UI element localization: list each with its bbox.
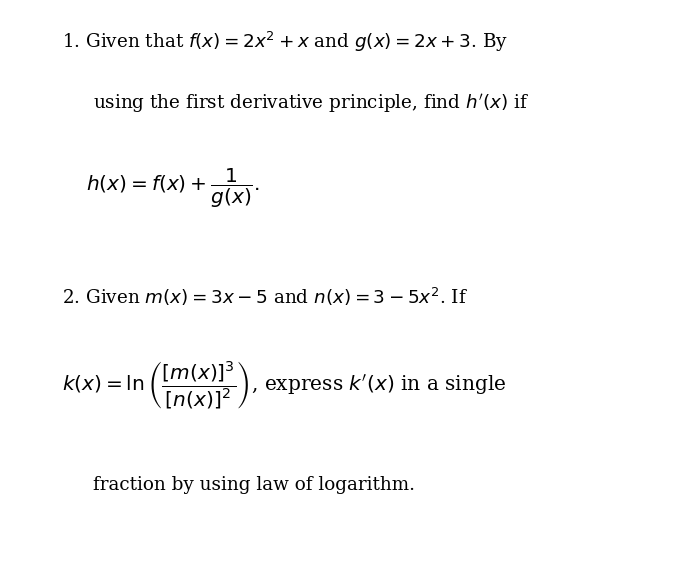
- Text: 2. Given $m(x)=3x-5$ and $n(x)=3-5x^2$. If: 2. Given $m(x)=3x-5$ and $n(x)=3-5x^2$. …: [62, 286, 468, 309]
- Text: 1. Given that $f(x)=2x^2+x$ and $g(x)=2x+3$. By: 1. Given that $f(x)=2x^2+x$ and $g(x)=2x…: [62, 30, 509, 54]
- Text: using the first derivative principle, find $h'(x)$ if: using the first derivative principle, fi…: [93, 93, 529, 115]
- Text: $k(x) = \ln\left(\dfrac{\left[m(x)\right]^3}{\left[n(x)\right]^2}\right)$, expre: $k(x) = \ln\left(\dfrac{\left[m(x)\right…: [62, 359, 507, 410]
- Text: fraction by using law of logarithm.: fraction by using law of logarithm.: [93, 476, 415, 494]
- Text: $h(x) = f(x)+\dfrac{1}{g(x)}.$: $h(x) = f(x)+\dfrac{1}{g(x)}.$: [86, 166, 260, 210]
